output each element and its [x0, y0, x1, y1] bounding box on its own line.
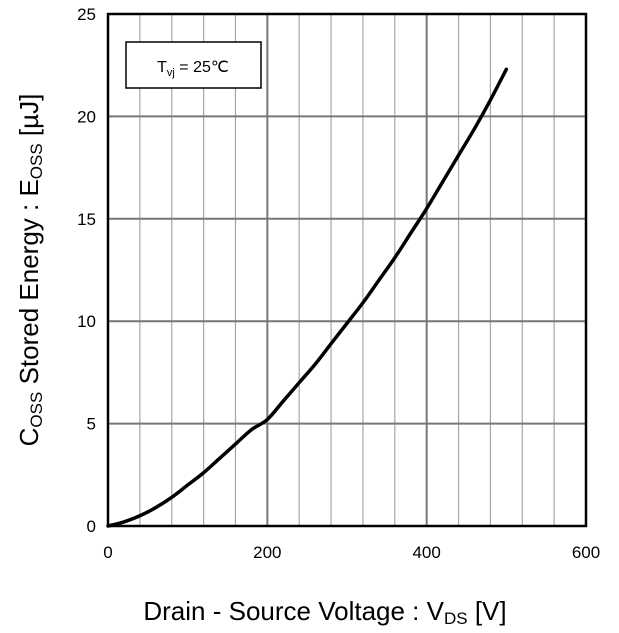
plot-frame — [106, 12, 588, 528]
y-axis-title: COSS Stored Energy : EOSS [µJ] — [14, 94, 46, 447]
x-tick-label: 0 — [103, 543, 112, 562]
y-tick-label: 10 — [77, 312, 96, 331]
y-tick-label: 5 — [87, 415, 96, 434]
y-tick-label: 15 — [77, 210, 96, 229]
x-axis-title: Drain - Source Voltage : VDS [V] — [143, 596, 506, 628]
grid — [106, 12, 588, 528]
x-tick-label: 200 — [253, 543, 281, 562]
annotation-frame — [125, 41, 262, 89]
series-line — [106, 67, 509, 528]
annotation-label: Tvj = 25℃ — [157, 59, 229, 79]
x-tick-label: 400 — [412, 543, 440, 562]
y-tick-label: 20 — [77, 107, 96, 126]
tick-labels: 0 200 400 600 0 5 10 15 20 25 — [77, 5, 600, 562]
y-tick-label: 0 — [87, 517, 96, 536]
x-tick-label: 600 — [572, 543, 600, 562]
y-tick-label: 25 — [77, 5, 96, 24]
annotation-box: Tvj = 25℃ — [125, 41, 262, 89]
plot-area — [106, 67, 509, 528]
